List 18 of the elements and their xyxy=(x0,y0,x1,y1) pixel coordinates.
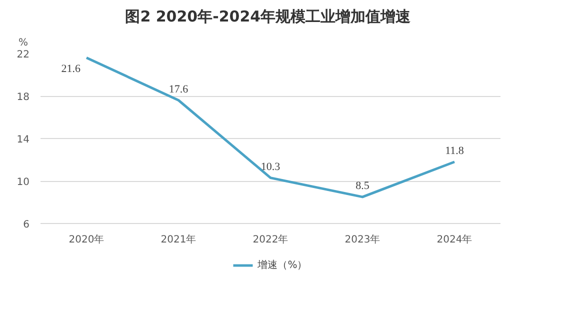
y-tick-label: 22 xyxy=(16,50,30,60)
y-tick-label: 6 xyxy=(23,220,30,230)
x-tick-label: 2024年 xyxy=(436,234,472,246)
x-tick-label: 2022年 xyxy=(252,234,288,246)
y-tick-label: 18 xyxy=(16,92,30,103)
y-tick-label: 14 xyxy=(16,134,30,146)
y-axis-title: % xyxy=(18,38,28,48)
data-label: 8.5 xyxy=(356,180,370,192)
x-tick-label: 2023年 xyxy=(344,234,380,246)
x-tick-label: 2021年 xyxy=(160,234,196,246)
data-label: 21.6 xyxy=(61,62,81,75)
data-label: 10.3 xyxy=(260,160,281,173)
x-tick-label: 2020年 xyxy=(68,234,104,246)
y-tick-label: 10 xyxy=(16,177,30,188)
chart-title: 图2 2020年-2024年规模工业增加值增速 xyxy=(125,8,412,26)
legend-label: 增速（%） xyxy=(258,258,308,272)
data-label: 17.6 xyxy=(168,83,189,96)
data-label: 11.8 xyxy=(445,144,464,157)
